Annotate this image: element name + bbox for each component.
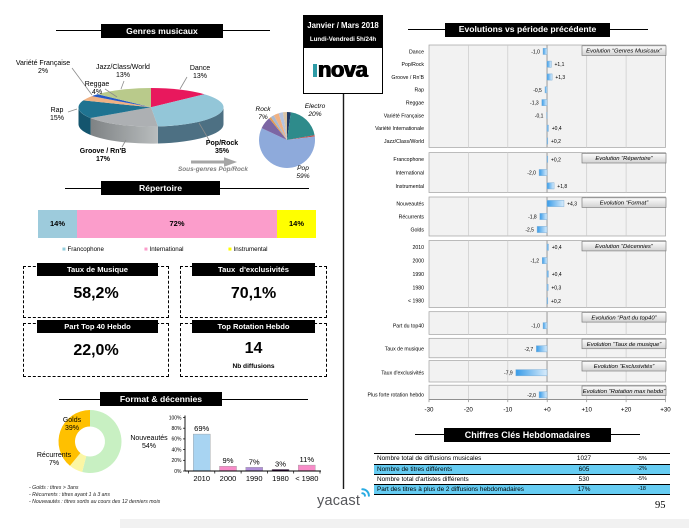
svg-text:Evolution “Rotation max hebdo”: Evolution “Rotation max hebdo” xyxy=(583,389,667,395)
svg-text:2000: 2000 xyxy=(412,259,424,265)
svg-text:Taux de musique: Taux de musique xyxy=(385,347,424,353)
svg-text:-20: -20 xyxy=(464,407,474,414)
svg-text:+20: +20 xyxy=(621,407,632,414)
svg-text:0%: 0% xyxy=(174,469,182,475)
svg-text:+30: +30 xyxy=(660,407,671,414)
svg-text:+0,3: +0,3 xyxy=(551,285,561,291)
svg-text:Evolution “Répertoire”: Evolution “Répertoire” xyxy=(595,156,653,162)
svg-text:Evolution “Part du top40”: Evolution “Part du top40” xyxy=(591,315,657,321)
svg-text:Golds: Golds xyxy=(410,227,424,233)
svg-text:+0,2: +0,2 xyxy=(551,299,561,305)
svg-text:Pop/Rock: Pop/Rock xyxy=(402,62,425,68)
svg-text:-1,3: -1,3 xyxy=(530,101,539,107)
svg-text:Rap: Rap xyxy=(414,88,424,94)
svg-text:100%: 100% xyxy=(169,415,182,421)
svg-text:+10: +10 xyxy=(581,407,592,414)
svg-text:-10: -10 xyxy=(503,407,513,414)
svg-text:7%: 7% xyxy=(249,457,260,466)
svg-text:Groove / Rn’B: Groove / Rn’B xyxy=(391,75,424,81)
svg-text:40%: 40% xyxy=(171,447,182,453)
svg-text:Récurrents: Récurrents xyxy=(399,214,425,220)
svg-text:2000: 2000 xyxy=(220,474,237,483)
svg-text:+1,3: +1,3 xyxy=(555,75,565,81)
svg-text:Taux d'exclusivités: Taux d'exclusivités xyxy=(381,371,424,377)
svg-text:-1,8: -1,8 xyxy=(528,215,537,221)
svg-text:Evolution “Genres Musicaux”: Evolution “Genres Musicaux” xyxy=(586,49,663,55)
svg-text:-0,5: -0,5 xyxy=(533,88,542,94)
svg-text:-2,5: -2,5 xyxy=(525,228,534,234)
svg-text:20%: 20% xyxy=(171,458,182,464)
svg-text:-2,0: -2,0 xyxy=(527,393,536,399)
svg-text:+4,3: +4,3 xyxy=(567,202,577,208)
svg-text:-2,0: -2,0 xyxy=(527,171,536,177)
svg-text:9%: 9% xyxy=(223,456,234,465)
svg-text:+0,2: +0,2 xyxy=(551,157,561,163)
svg-text:+0,4: +0,4 xyxy=(552,126,562,132)
svg-text:-7,9: -7,9 xyxy=(504,371,513,377)
svg-text:-2,7: -2,7 xyxy=(525,347,534,353)
svg-text:Dance: Dance xyxy=(409,49,424,55)
svg-text:Variété Française: Variété Française xyxy=(384,113,424,119)
svg-text:Evolution “Décennies”: Evolution “Décennies” xyxy=(595,244,654,250)
svg-text:Part du top40: Part du top40 xyxy=(393,324,424,330)
svg-text:1990: 1990 xyxy=(412,272,424,278)
svg-text:< 1980: < 1980 xyxy=(295,474,318,483)
svg-text:-1,2: -1,2 xyxy=(530,259,539,265)
svg-text:+0,4: +0,4 xyxy=(552,245,562,251)
svg-text:Reggae: Reggae xyxy=(406,101,424,107)
svg-text:+1,8: +1,8 xyxy=(557,184,567,190)
svg-text:3%: 3% xyxy=(275,459,286,468)
svg-text:80%: 80% xyxy=(171,426,182,432)
svg-text:Variété Internationale: Variété Internationale xyxy=(375,126,424,132)
svg-text:2010: 2010 xyxy=(412,245,424,251)
svg-text:Evolution “Exclusivités”: Evolution “Exclusivités” xyxy=(594,364,656,370)
svg-text:Plus forte rotation hebdo: Plus forte rotation hebdo xyxy=(367,393,424,399)
svg-text:Nouveautés: Nouveautés xyxy=(396,201,424,207)
svg-text:60%: 60% xyxy=(171,437,182,443)
svg-text:2010: 2010 xyxy=(193,474,210,483)
svg-text:+1,1: +1,1 xyxy=(555,62,565,68)
svg-text:Evolution “Format”: Evolution “Format” xyxy=(600,201,649,207)
svg-text:Instrumental: Instrumental xyxy=(395,184,424,190)
svg-text:Francophone: Francophone xyxy=(393,157,424,163)
svg-text:-0,1: -0,1 xyxy=(535,113,544,119)
svg-text:International: International xyxy=(395,170,424,176)
svg-text:1980: 1980 xyxy=(272,474,289,483)
svg-text:+0,4: +0,4 xyxy=(552,272,562,278)
svg-text:-30: -30 xyxy=(425,407,435,414)
svg-text:-1,0: -1,0 xyxy=(531,49,540,55)
svg-text:< 1980: < 1980 xyxy=(408,299,424,305)
svg-text:Evolution “Taux de musique”: Evolution “Taux de musique” xyxy=(587,342,662,348)
svg-text:11%: 11% xyxy=(299,455,314,464)
svg-text:+0,2: +0,2 xyxy=(551,139,561,145)
svg-text:+0: +0 xyxy=(544,407,552,414)
svg-text:1980: 1980 xyxy=(412,285,424,291)
svg-text:-1,0: -1,0 xyxy=(531,324,540,330)
svg-text:69%: 69% xyxy=(194,424,209,433)
svg-text:1990: 1990 xyxy=(246,474,263,483)
svg-text:Jazz/Class/World: Jazz/Class/World xyxy=(384,139,424,145)
